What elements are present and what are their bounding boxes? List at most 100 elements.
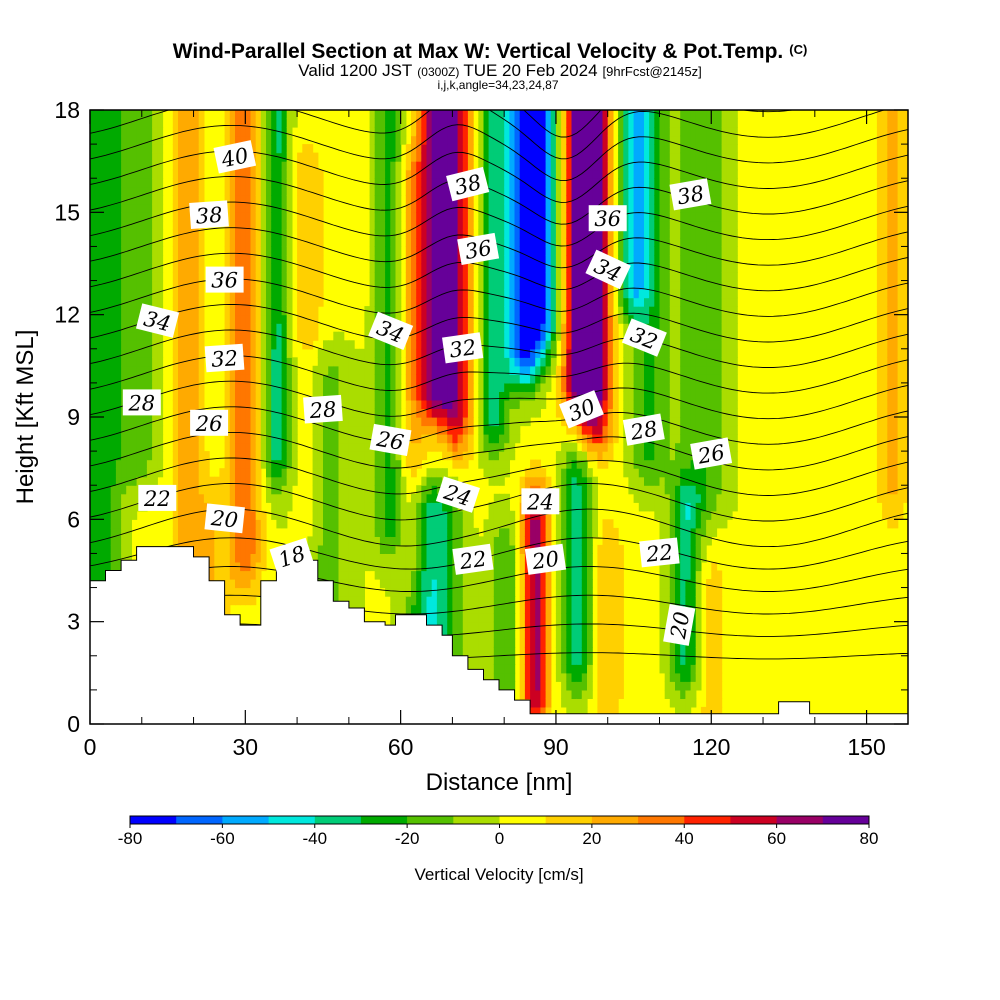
velocity-cell xyxy=(488,306,495,316)
velocity-cell xyxy=(374,536,381,546)
velocity-cell xyxy=(545,118,552,128)
velocity-cell xyxy=(115,357,122,367)
velocity-cell xyxy=(416,306,422,316)
velocity-cell xyxy=(561,664,567,674)
velocity-cell xyxy=(405,570,412,580)
velocity-cell xyxy=(198,485,205,495)
velocity-cell xyxy=(121,451,127,461)
velocity-cell xyxy=(509,323,516,333)
velocity-cell xyxy=(483,468,490,478)
velocity-cell xyxy=(115,408,122,418)
velocity-cell xyxy=(431,510,438,520)
velocity-cell xyxy=(421,118,428,128)
velocity-cell xyxy=(312,451,319,461)
velocity-cell xyxy=(105,510,112,520)
velocity-cell xyxy=(385,408,391,418)
velocity-cell xyxy=(530,272,536,282)
velocity-cell xyxy=(374,519,381,529)
velocity-cell xyxy=(126,553,132,563)
velocity-cell xyxy=(281,127,288,137)
velocity-cell xyxy=(286,502,293,512)
velocity-cell xyxy=(193,178,200,188)
velocity-cell xyxy=(90,127,96,137)
velocity-cell xyxy=(354,434,360,444)
velocity-cell xyxy=(499,357,505,367)
velocity-cell xyxy=(426,203,433,213)
velocity-cell xyxy=(550,118,557,128)
velocity-cell xyxy=(115,272,122,282)
velocity-cell xyxy=(105,135,112,145)
velocity-cell xyxy=(183,519,189,529)
velocity-cell xyxy=(100,357,107,367)
velocity-cell xyxy=(483,306,490,316)
velocity-cell xyxy=(488,613,495,623)
velocity-cell xyxy=(255,246,262,256)
velocity-cell xyxy=(90,280,96,290)
velocity-cell xyxy=(499,144,505,154)
velocity-cell xyxy=(183,178,189,188)
velocity-cell xyxy=(467,536,474,546)
velocity-cell xyxy=(203,468,210,478)
velocity-cell xyxy=(473,536,479,546)
velocity-cell xyxy=(348,536,355,546)
velocity-cell xyxy=(555,263,562,273)
velocity-cell xyxy=(550,127,557,137)
velocity-cell xyxy=(535,630,541,640)
velocity-cell xyxy=(271,485,277,495)
velocity-cell xyxy=(146,237,153,247)
velocity-cell xyxy=(478,110,485,120)
velocity-cell xyxy=(121,220,127,230)
velocity-cell xyxy=(530,459,536,469)
velocity-cell xyxy=(457,365,464,375)
velocity-cell xyxy=(421,263,428,273)
velocity-cell xyxy=(473,596,479,606)
velocity-cell xyxy=(281,399,288,409)
velocity-cell xyxy=(478,297,485,307)
velocity-cell xyxy=(183,493,189,503)
velocity-cell xyxy=(555,127,562,137)
velocity-cell xyxy=(260,544,267,554)
velocity-cell xyxy=(157,382,164,392)
velocity-cell xyxy=(110,203,117,213)
velocity-cell xyxy=(136,144,143,154)
velocity-cell xyxy=(379,391,386,401)
velocity-cell xyxy=(514,391,521,401)
velocity-cell xyxy=(115,340,122,350)
velocity-cell xyxy=(488,536,495,546)
velocity-cell xyxy=(198,348,205,358)
velocity-cell xyxy=(115,246,122,256)
velocity-cell xyxy=(255,570,262,580)
velocity-cell xyxy=(540,118,547,128)
velocity-cell xyxy=(333,536,340,546)
velocity-cell xyxy=(379,493,386,503)
velocity-cell xyxy=(338,391,345,401)
velocity-cell xyxy=(359,374,365,384)
velocity-cell xyxy=(348,596,355,606)
velocity-cell xyxy=(276,374,283,384)
velocity-cell xyxy=(235,110,241,120)
velocity-cell xyxy=(90,519,96,529)
velocity-cell xyxy=(291,434,298,444)
velocity-cell xyxy=(266,493,272,503)
velocity-cell xyxy=(374,570,381,580)
velocity-cell xyxy=(229,544,236,554)
velocity-cell xyxy=(504,417,510,427)
velocity-cell xyxy=(499,374,505,384)
velocity-cell xyxy=(504,331,510,341)
velocity-cell xyxy=(514,306,521,316)
velocity-cell xyxy=(540,203,547,213)
velocity-cell xyxy=(442,425,448,435)
velocity-cell xyxy=(141,220,148,230)
velocity-cell xyxy=(452,382,459,392)
velocity-cell xyxy=(447,553,453,563)
velocity-cell xyxy=(488,135,495,145)
velocity-cell xyxy=(530,613,536,623)
velocity-cell xyxy=(483,161,490,171)
velocity-cell xyxy=(504,562,510,572)
velocity-cell xyxy=(260,280,267,290)
velocity-cell xyxy=(302,289,309,299)
velocity-cell xyxy=(436,169,443,179)
velocity-cell xyxy=(411,468,417,478)
velocity-cell xyxy=(178,502,184,512)
velocity-cell xyxy=(348,510,355,520)
